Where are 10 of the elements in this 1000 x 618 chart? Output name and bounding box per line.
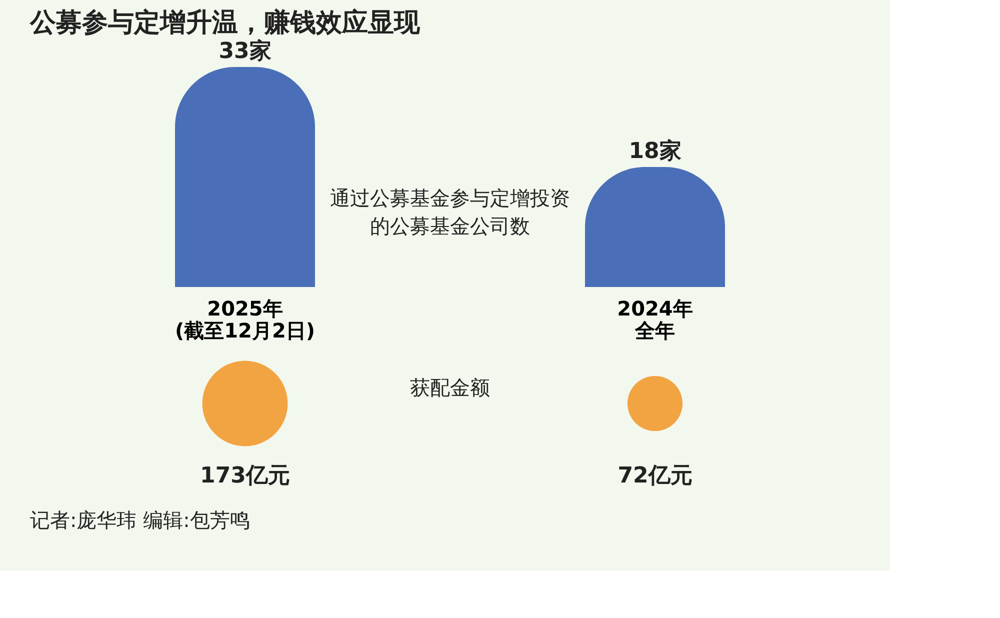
- x-tick-label: 2024年全年: [617, 296, 693, 342]
- data-label: 33家: [218, 38, 272, 64]
- data-label: 18家: [628, 138, 682, 164]
- text: 记者:庞华玮 编辑:包芳鸣: [30, 508, 250, 532]
- x-tick-label: 2025年(截至12月2日): [174, 296, 316, 342]
- chart-title: 公募参与定增升温，赚钱效应显现: [29, 8, 421, 38]
- series-label: 通过公募基金参与定增投资的公募基金公司数: [330, 186, 570, 238]
- text: 获配金额: [410, 376, 490, 400]
- data-label: 173亿元: [200, 464, 290, 488]
- data-label: 72亿元: [618, 464, 692, 488]
